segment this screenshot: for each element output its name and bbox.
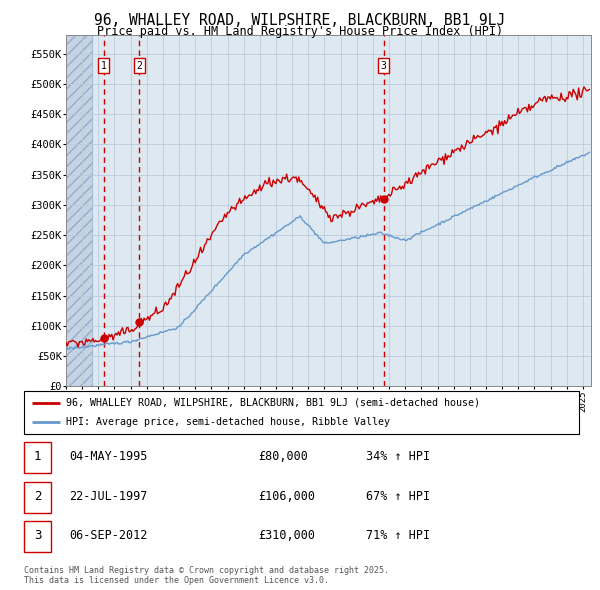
- Text: 71% ↑ HPI: 71% ↑ HPI: [366, 529, 430, 542]
- Text: 96, WHALLEY ROAD, WILPSHIRE, BLACKBURN, BB1 9LJ (semi-detached house): 96, WHALLEY ROAD, WILPSHIRE, BLACKBURN, …: [65, 398, 479, 408]
- Text: Price paid vs. HM Land Registry's House Price Index (HPI): Price paid vs. HM Land Registry's House …: [97, 25, 503, 38]
- Text: 2: 2: [137, 61, 142, 71]
- Text: 67% ↑ HPI: 67% ↑ HPI: [366, 490, 430, 503]
- Text: 96, WHALLEY ROAD, WILPSHIRE, BLACKBURN, BB1 9LJ: 96, WHALLEY ROAD, WILPSHIRE, BLACKBURN, …: [94, 13, 506, 28]
- Bar: [66, 35, 92, 386]
- Text: 3: 3: [381, 61, 386, 71]
- Text: 1: 1: [34, 450, 41, 463]
- Text: £310,000: £310,000: [258, 529, 315, 542]
- Text: 1: 1: [101, 61, 107, 71]
- Text: 04-MAY-1995: 04-MAY-1995: [69, 450, 148, 463]
- Text: HPI: Average price, semi-detached house, Ribble Valley: HPI: Average price, semi-detached house,…: [65, 417, 389, 427]
- Text: £106,000: £106,000: [258, 490, 315, 503]
- Text: 3: 3: [34, 529, 41, 542]
- FancyBboxPatch shape: [24, 391, 579, 434]
- Text: 22-JUL-1997: 22-JUL-1997: [69, 490, 148, 503]
- Text: 34% ↑ HPI: 34% ↑ HPI: [366, 450, 430, 463]
- Text: 06-SEP-2012: 06-SEP-2012: [69, 529, 148, 542]
- Text: 2: 2: [34, 490, 41, 503]
- Text: £80,000: £80,000: [258, 450, 308, 463]
- Bar: [66, 35, 92, 386]
- Text: Contains HM Land Registry data © Crown copyright and database right 2025.
This d: Contains HM Land Registry data © Crown c…: [24, 566, 389, 585]
